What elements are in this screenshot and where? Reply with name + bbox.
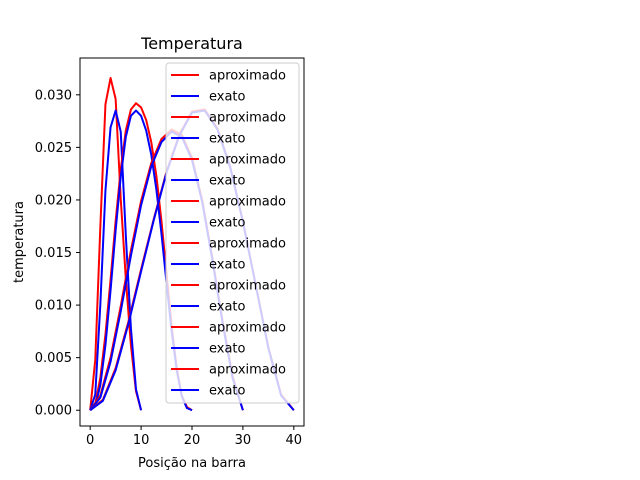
x-tick-label: 0	[86, 433, 94, 448]
legend-label: exato	[209, 216, 246, 231]
legend-label: aproximado	[209, 363, 286, 378]
legend-label: aproximado	[209, 153, 286, 168]
chart-title: Temperatura	[140, 34, 243, 53]
y-axis-ticks: 0.000 0.005 0.010 0.015 0.020 0.025 0.030	[35, 88, 80, 419]
x-tick-label: 20	[184, 433, 201, 448]
legend-label: exato	[209, 132, 246, 147]
legend-label: exato	[209, 342, 246, 357]
x-tick-label: 40	[286, 433, 303, 448]
y-tick-label: 0.030	[35, 88, 72, 103]
y-tick-label: 0.000	[35, 404, 72, 419]
x-tick-label: 30	[235, 433, 252, 448]
y-tick-label: 0.020	[35, 193, 72, 208]
y-axis-label: temperatura	[12, 201, 27, 283]
legend-label: aproximado	[209, 195, 286, 210]
legend-label: exato	[209, 90, 246, 105]
legend: aproximado exato aproximado exato aproximado…	[165, 62, 300, 404]
legend-label: exato	[209, 300, 246, 315]
legend-label: exato	[209, 258, 246, 273]
legend-label: aproximado	[209, 111, 286, 126]
y-tick-label: 0.010	[35, 299, 72, 314]
y-tick-label: 0.005	[35, 351, 72, 366]
x-tick-label: 10	[133, 433, 150, 448]
y-tick-label: 0.015	[35, 246, 72, 261]
x-axis-label: Posição na barra	[138, 456, 246, 471]
legend-label: exato	[209, 174, 246, 189]
legend-box	[165, 62, 300, 404]
legend-label: aproximado	[209, 279, 286, 294]
legend-label: aproximado	[209, 69, 286, 84]
x-axis-ticks: 0 10 20 30 40	[86, 426, 302, 448]
legend-label: aproximado	[209, 237, 286, 252]
legend-label: aproximado	[209, 321, 286, 336]
legend-label: exato	[209, 384, 246, 399]
y-tick-label: 0.025	[35, 141, 72, 156]
series-line-exato-2	[89, 109, 143, 411]
